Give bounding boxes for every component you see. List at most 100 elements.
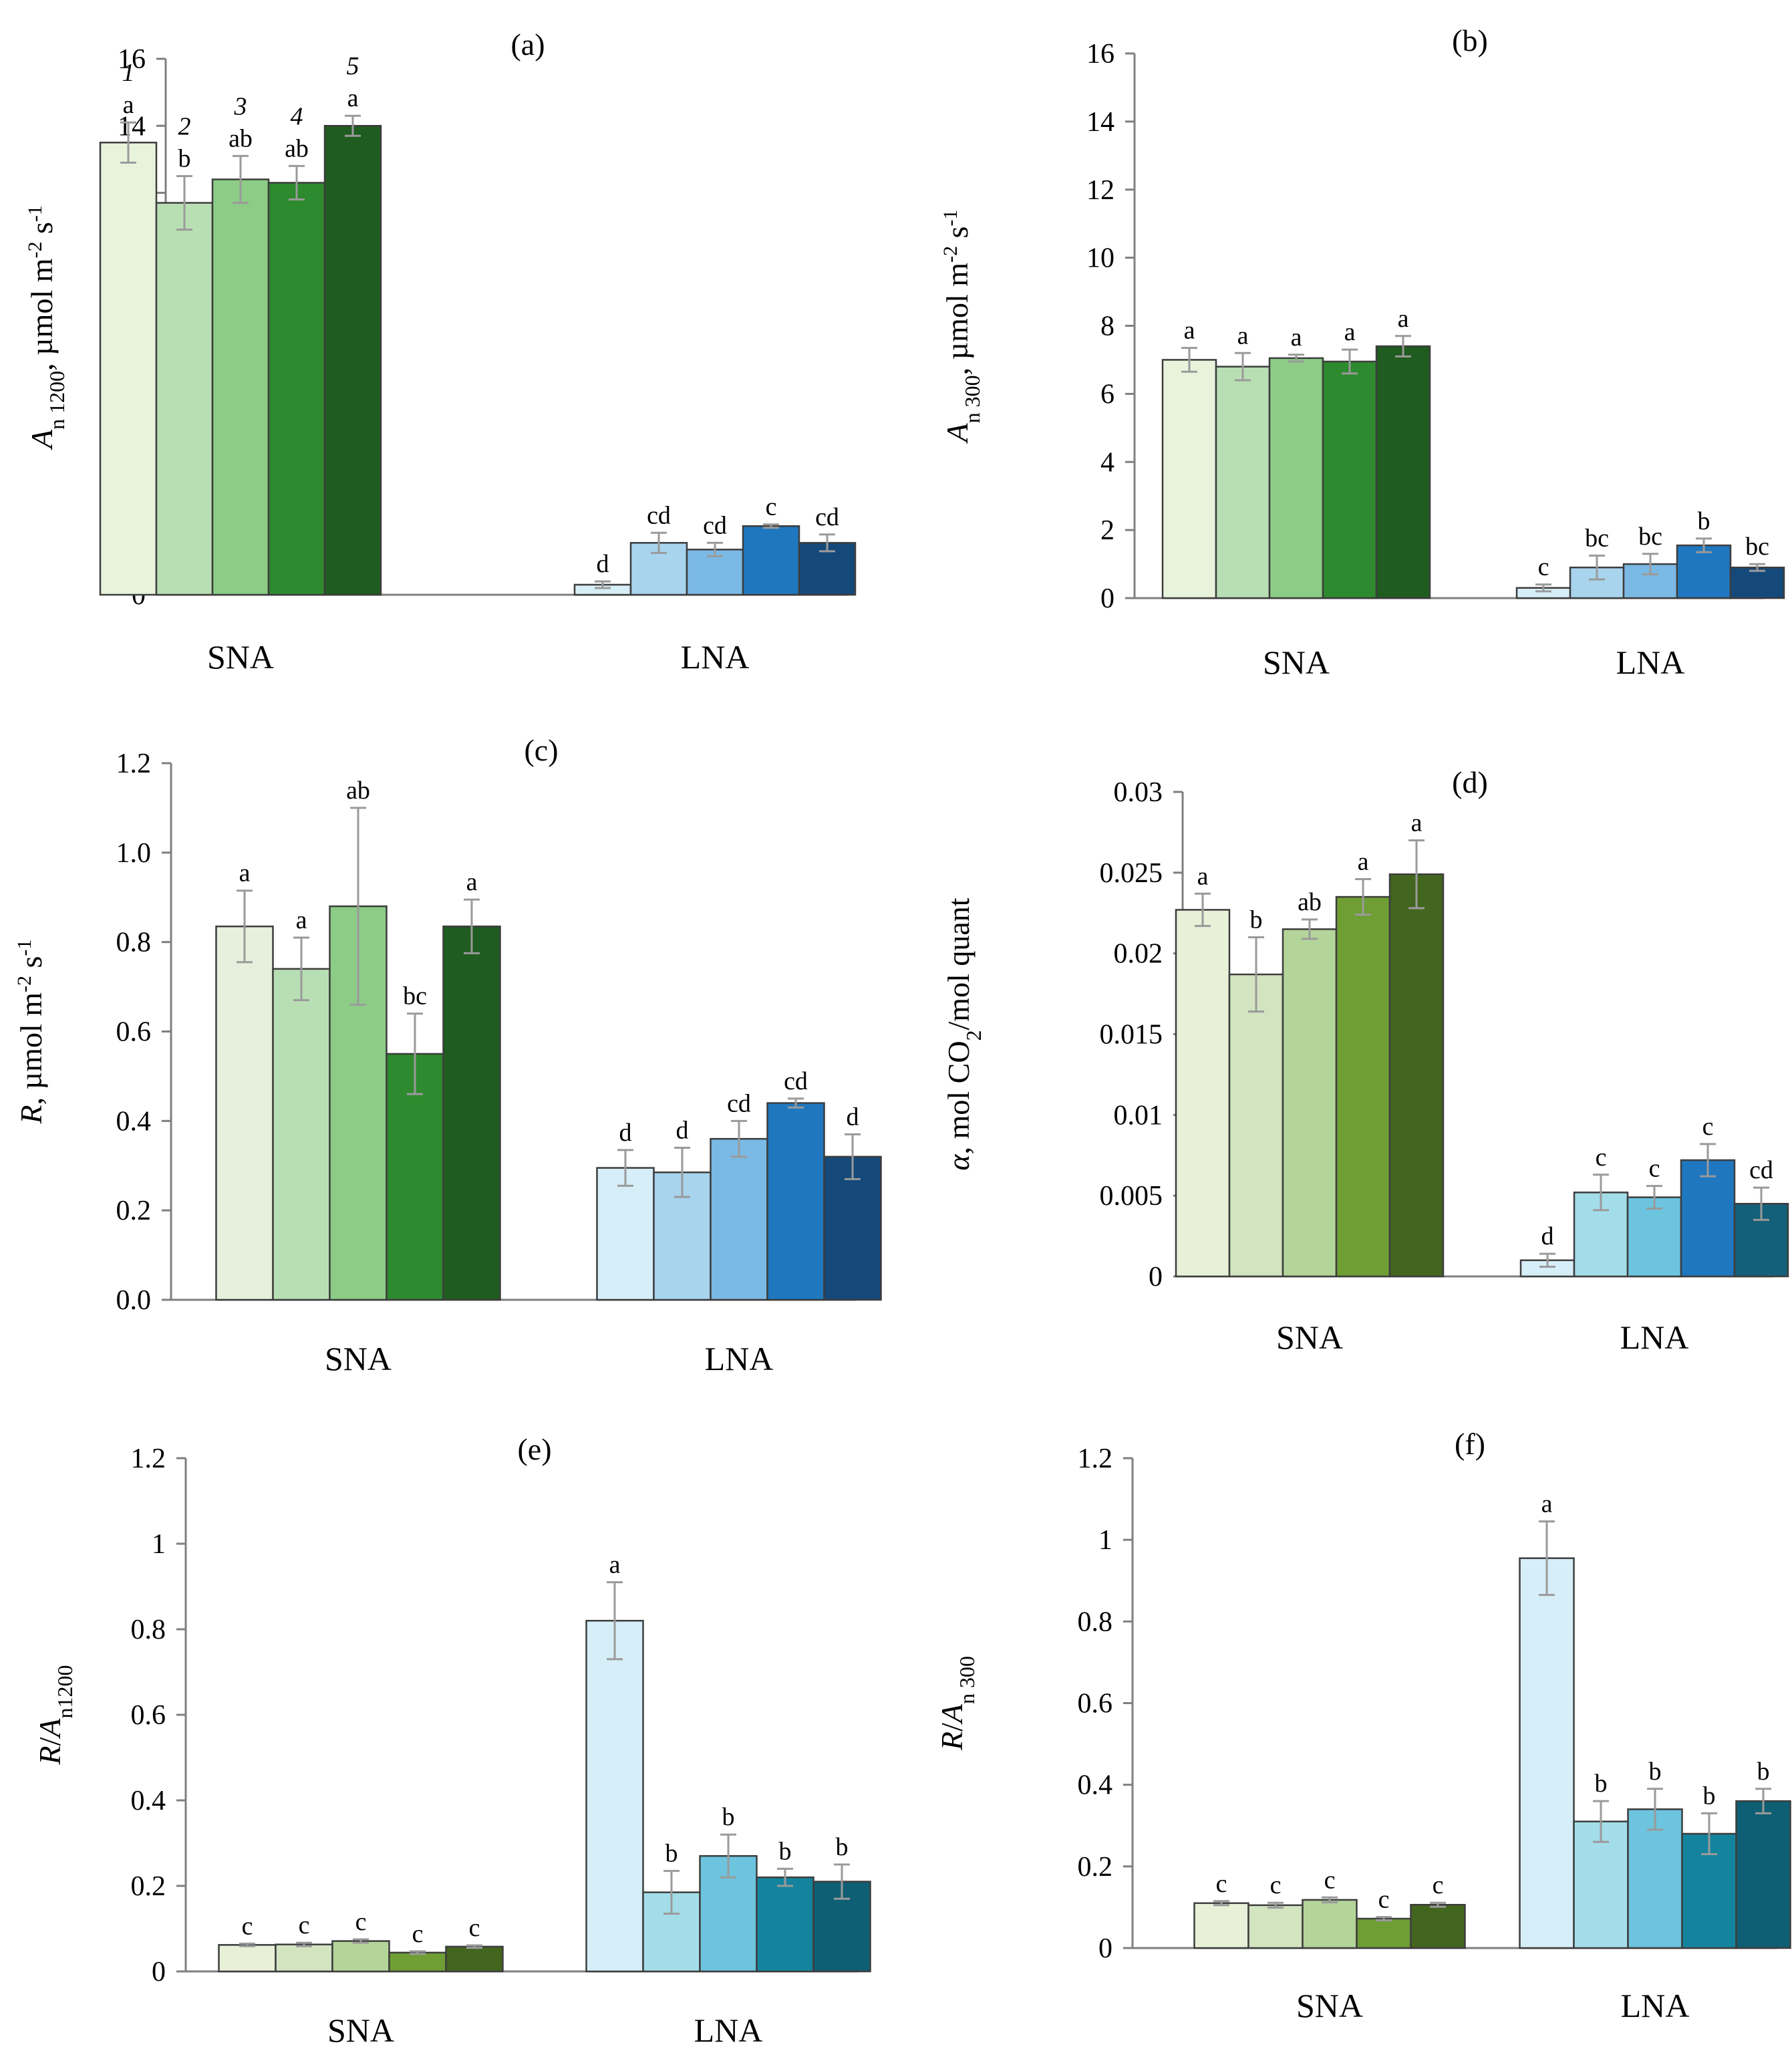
panel-f: 0 0.2 0.4 0.6 0.8 1 1.2 (f) R/An 300 c c c c c SNA a b b b… (935, 1427, 1791, 2024)
series-number: 1 (122, 59, 135, 87)
bar-lna-4 (1676, 544, 1732, 599)
y-tick-label: 0.2 (1078, 1852, 1113, 1883)
bar-sna-1 (215, 925, 274, 1301)
y-tick-label: 0.4 (1078, 1770, 1113, 1801)
y-tick-label: 4 (1100, 447, 1114, 478)
bar-sna-1 (218, 1944, 277, 1973)
significance-letter: b (178, 144, 191, 172)
significance-letter: ab (346, 777, 370, 805)
significance-letter: a (1237, 321, 1249, 350)
y-axis-label: An 300, µmol m-2 s-1 (939, 210, 985, 444)
series-number: 5 (347, 52, 359, 80)
significance-letter: cd (815, 503, 839, 531)
panel-title: (c) (524, 733, 558, 767)
series-number: 2 (178, 112, 191, 140)
significance-letter: c (1538, 553, 1549, 581)
panel-title: (d) (1452, 765, 1488, 799)
significance-letter: a (1398, 305, 1409, 333)
y-tick-label: 0.0 (116, 1285, 152, 1316)
significance-letter: b (836, 1833, 849, 1861)
category-label-lna: LNA (1616, 644, 1685, 681)
significance-letter: b (1698, 507, 1710, 535)
significance-letter: bc (1638, 523, 1662, 551)
significance-letter: a (296, 906, 307, 934)
y-tick-label: 0 (1149, 1262, 1163, 1292)
bar-lna-1 (585, 1619, 644, 1973)
bar-sna-5 (1410, 1904, 1466, 1949)
y-tick-label: 8 (1100, 311, 1114, 342)
bar-sna-5 (1388, 873, 1445, 1278)
bar-sna-1 (1175, 909, 1231, 1278)
y-tick-label: 1.2 (1078, 1443, 1113, 1474)
significance-letter: c (242, 1912, 253, 1940)
bar-sna-3 (211, 178, 270, 596)
bar-sna-2 (1247, 1904, 1304, 1949)
significance-letter: ab (229, 124, 253, 152)
y-tick-label: 16 (118, 44, 146, 75)
bar-sna-1 (1193, 1902, 1249, 1949)
significance-letter: a (1411, 809, 1423, 837)
significance-letter: c (1433, 1871, 1444, 1899)
bar-sna-3 (1268, 357, 1324, 599)
panel-title: (e) (517, 1432, 551, 1466)
y-tick-label: 0.2 (116, 1196, 152, 1226)
y-tick-label: 0.02 (1114, 939, 1163, 970)
bar-lna-3 (1627, 1808, 1683, 1949)
bar-sna-4 (1356, 1917, 1412, 1949)
bar-sna-4 (267, 182, 326, 596)
panel-e: 0 0.2 0.4 0.6 0.8 1 1.2 (e) R/An1200 c c c c c SNA a b b b… (33, 1432, 871, 2049)
significance-letter: bc (403, 982, 427, 1010)
bar-lna-5 (1729, 566, 1785, 599)
bar-sna-3 (331, 1940, 390, 1973)
panel-d: 0 0.005 0.01 0.015 0.02 0.025 0.03 (d) α, mol CO… (941, 765, 1789, 1356)
y-tick-label: 16 (1086, 39, 1114, 70)
bar-sna-5 (445, 1945, 504, 1973)
y-tick-label: 0.015 (1100, 1020, 1163, 1051)
significance-letter: b (1250, 906, 1263, 934)
y-tick-label: 0.8 (1078, 1607, 1113, 1637)
significance-letter: b (779, 1837, 792, 1865)
significance-letter: ab (285, 134, 309, 162)
significance-letter: d (1541, 1222, 1554, 1250)
category-label-sna: SNA (1263, 644, 1330, 681)
significance-letter: c (1216, 1870, 1227, 1898)
significance-letter: b (722, 1803, 735, 1831)
significance-letter: c (766, 493, 777, 521)
y-axis-label: R/An 300 (935, 1656, 979, 1751)
y-tick-label: 2 (1100, 515, 1114, 546)
category-label-lna: LNA (694, 2012, 763, 2049)
significance-letter: b (1757, 1758, 1770, 1786)
bar-sna-4 (1335, 895, 1391, 1278)
significance-letter: c (1270, 1871, 1282, 1899)
category-label-lna: LNA (1620, 1319, 1689, 1356)
bar-sna-5 (323, 125, 382, 596)
y-tick-label: 0.6 (116, 1017, 152, 1048)
category-label-lna: LNA (681, 638, 750, 676)
bar-lna-5 (823, 1155, 882, 1301)
significance-letter: a (1541, 1490, 1553, 1518)
significance-letter: d (619, 1119, 632, 1147)
bar-lna-3 (710, 1137, 768, 1301)
bar-sna-2 (272, 968, 331, 1301)
bar-sna-2 (155, 202, 214, 596)
y-tick-label: 0.8 (116, 928, 152, 958)
panel-title: (a) (510, 27, 545, 61)
y-tick-label: 0.03 (1114, 777, 1163, 808)
bar-lna-1 (1519, 1557, 1575, 1949)
significance-letter: c (1378, 1886, 1390, 1914)
significance-letter: a (239, 859, 251, 887)
significance-letter: cd (647, 501, 671, 529)
significance-letter: bc (1745, 533, 1769, 561)
significance-letter: c (469, 1914, 480, 1942)
y-tick-label: 14 (118, 111, 146, 142)
category-label-lna: LNA (1621, 1987, 1690, 2024)
y-tick-label: 0.8 (131, 1615, 166, 1645)
significance-letter: c (1596, 1143, 1607, 1171)
y-tick-label: 0.6 (131, 1700, 166, 1731)
significance-letter: b (1703, 1782, 1716, 1810)
significance-letter: d (597, 550, 609, 578)
significance-letter: c (355, 1908, 367, 1936)
bar-lna-4 (756, 1876, 814, 1973)
